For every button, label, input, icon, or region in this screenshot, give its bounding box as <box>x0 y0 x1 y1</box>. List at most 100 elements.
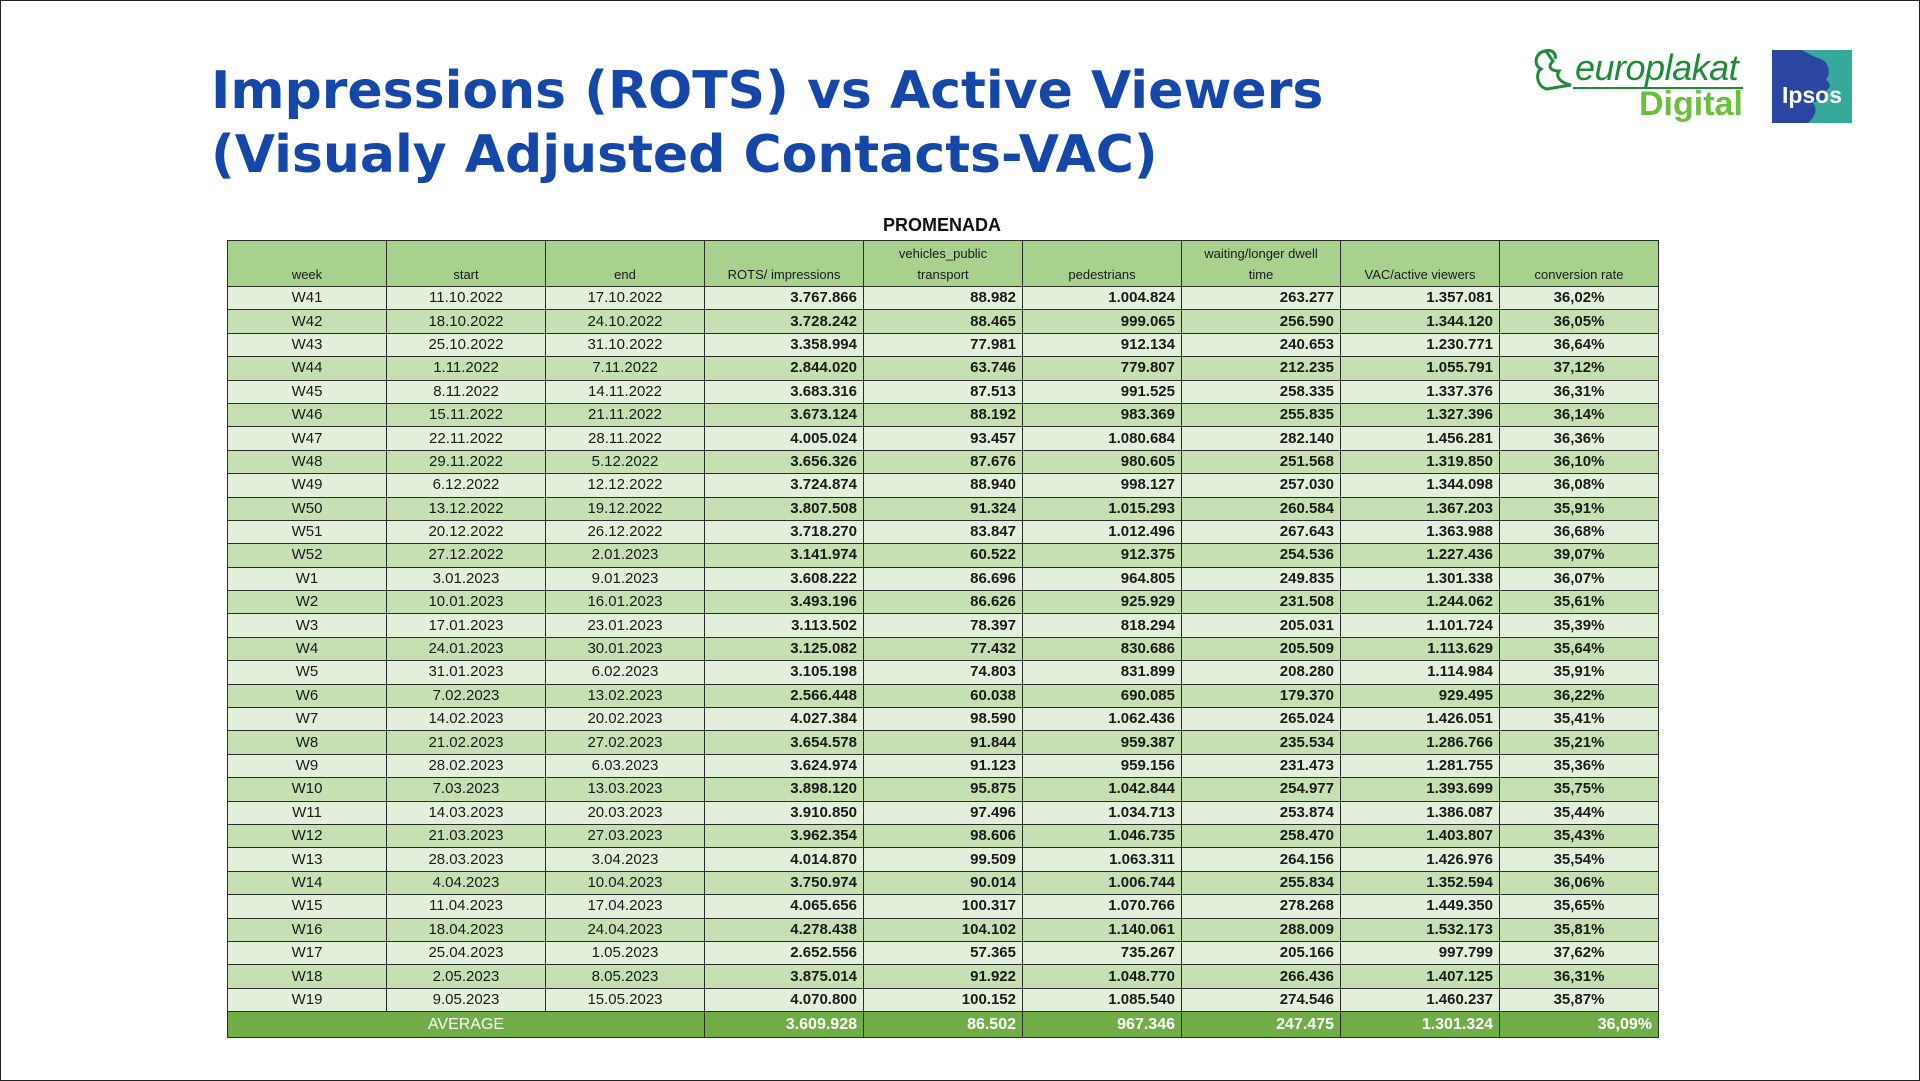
cell-end: 23.01.2023 <box>545 613 705 638</box>
cell-waiting-dwell-time: 205.166 <box>1181 940 1341 966</box>
col-header-vehicles-line1: vehicles_public <box>898 246 988 261</box>
cell-pedestrians: 998.127 <box>1022 473 1182 498</box>
col-header-end: end <box>545 240 705 287</box>
cell-end: 27.02.2023 <box>545 730 705 755</box>
cell-end: 17.04.2023 <box>545 894 705 919</box>
cell-vehicles-public-transport: 100.152 <box>863 987 1023 1013</box>
cell-vehicles-public-transport: 86.696 <box>863 566 1023 592</box>
cell-end: 26.12.2022 <box>545 519 705 545</box>
cell-vac-active-viewers: 1.327.396 <box>1340 402 1500 428</box>
cell-week: W8 <box>227 730 387 755</box>
cell-waiting-dwell-time: 231.473 <box>1181 753 1341 779</box>
table-row: W12 21.03.2023 27.03.2023 3.962.354 98.606 1.… <box>227 823 1659 849</box>
cell-pedestrians: 1.048.770 <box>1022 964 1182 989</box>
cell-pedestrians: 925.929 <box>1022 590 1182 615</box>
cell-week: W46 <box>227 402 387 428</box>
cell-conversion-rate: 35,61% <box>1499 590 1659 615</box>
cell-rots-impressions: 4.027.384 <box>704 707 864 732</box>
cell-waiting-dwell-time: 282.140 <box>1181 426 1341 451</box>
cell-rots-impressions: 3.358.994 <box>704 332 864 358</box>
cell-conversion-rate: 37,62% <box>1499 940 1659 966</box>
cell-end: 21.11.2022 <box>545 402 705 428</box>
cell-conversion-rate: 35,21% <box>1499 730 1659 755</box>
cell-start: 13.12.2022 <box>386 496 546 521</box>
average-waiting: 247.475 <box>1181 1011 1341 1039</box>
cell-waiting-dwell-time: 235.534 <box>1181 730 1341 755</box>
cell-rots-impressions: 3.718.270 <box>704 519 864 545</box>
cell-vac-active-viewers: 1.393.699 <box>1340 777 1500 802</box>
cell-conversion-rate: 36,07% <box>1499 566 1659 592</box>
cell-vehicles-public-transport: 91.324 <box>863 496 1023 521</box>
cell-waiting-dwell-time: 208.280 <box>1181 660 1341 685</box>
cell-pedestrians: 1.042.844 <box>1022 777 1182 802</box>
cell-vac-active-viewers: 997.799 <box>1340 940 1500 966</box>
cell-vehicles-public-transport: 93.457 <box>863 426 1023 451</box>
cell-end: 24.10.2022 <box>545 309 705 334</box>
cell-pedestrians: 959.156 <box>1022 753 1182 779</box>
cell-vac-active-viewers: 1.426.976 <box>1340 847 1500 872</box>
cell-conversion-rate: 36,31% <box>1499 964 1659 989</box>
cell-end: 20.03.2023 <box>545 800 705 825</box>
cell-waiting-dwell-time: 255.835 <box>1181 402 1341 428</box>
cell-pedestrians: 1.070.766 <box>1022 894 1182 919</box>
cell-start: 8.11.2022 <box>386 379 546 404</box>
table-row: W48 29.11.2022 5.12.2022 3.656.326 87.676 980… <box>227 449 1659 475</box>
cell-vehicles-public-transport: 86.626 <box>863 590 1023 615</box>
cell-conversion-rate: 36,31% <box>1499 379 1659 404</box>
cell-vac-active-viewers: 1.101.724 <box>1340 613 1500 638</box>
cell-conversion-rate: 36,02% <box>1499 285 1659 311</box>
cell-week: W47 <box>227 426 387 451</box>
cell-vac-active-viewers: 1.286.766 <box>1340 730 1500 755</box>
table-row: W14 4.04.2023 10.04.2023 3.750.974 90.014 1.0… <box>227 870 1659 896</box>
cell-rots-impressions: 3.683.316 <box>704 379 864 404</box>
table-row: W15 11.04.2023 17.04.2023 4.065.656 100.317 1… <box>227 894 1659 919</box>
cell-vac-active-viewers: 929.495 <box>1340 683 1500 709</box>
cell-week: W6 <box>227 683 387 709</box>
cell-start: 31.01.2023 <box>386 660 546 685</box>
cell-conversion-rate: 36,36% <box>1499 426 1659 451</box>
cell-conversion-rate: 36,22% <box>1499 683 1659 709</box>
cell-start: 18.10.2022 <box>386 309 546 334</box>
cell-conversion-rate: 36,08% <box>1499 473 1659 498</box>
table-row: W1 3.01.2023 9.01.2023 3.608.222 86.696 964.8… <box>227 566 1659 592</box>
cell-conversion-rate: 36,68% <box>1499 519 1659 545</box>
cell-start: 2.05.2023 <box>386 964 546 989</box>
cell-vac-active-viewers: 1.403.807 <box>1340 823 1500 849</box>
cell-rots-impressions: 3.724.874 <box>704 473 864 498</box>
cell-waiting-dwell-time: 288.009 <box>1181 917 1341 942</box>
cell-conversion-rate: 35,87% <box>1499 987 1659 1013</box>
cell-rots-impressions: 3.750.974 <box>704 870 864 896</box>
col-header-vac-active-viewers: VAC/active viewers <box>1340 240 1500 287</box>
cell-vac-active-viewers: 1.352.594 <box>1340 870 1500 896</box>
cell-rots-impressions: 2.652.556 <box>704 940 864 966</box>
col-header-conversion-rate: conversion rate <box>1499 240 1659 287</box>
average-conversion-rate: 36,09% <box>1499 1011 1659 1039</box>
table-header-row: week start end ROTS/ impressions vehicle… <box>227 240 1659 287</box>
cell-vehicles-public-transport: 77.981 <box>863 332 1023 358</box>
cell-week: W44 <box>227 356 387 381</box>
cell-waiting-dwell-time: 251.568 <box>1181 449 1341 475</box>
europlakat-swirl-icon <box>1534 49 1572 91</box>
cell-vac-active-viewers: 1.344.120 <box>1340 309 1500 334</box>
cell-week: W45 <box>227 379 387 404</box>
cell-vac-active-viewers: 1.426.051 <box>1340 707 1500 732</box>
cell-rots-impressions: 3.807.508 <box>704 496 864 521</box>
average-pedestrians: 967.346 <box>1022 1011 1182 1039</box>
cell-vac-active-viewers: 1.301.338 <box>1340 566 1500 592</box>
cell-rots-impressions: 3.728.242 <box>704 309 864 334</box>
cell-rots-impressions: 4.278.438 <box>704 917 864 942</box>
cell-vac-active-viewers: 1.407.125 <box>1340 964 1500 989</box>
cell-conversion-rate: 36,05% <box>1499 309 1659 334</box>
cell-waiting-dwell-time: 278.268 <box>1181 894 1341 919</box>
table-row: W42 18.10.2022 24.10.2022 3.728.242 88.465 99… <box>227 309 1659 334</box>
table-row: W46 15.11.2022 21.11.2022 3.673.124 88.192 98… <box>227 402 1659 428</box>
cell-pedestrians: 1.140.061 <box>1022 917 1182 942</box>
cell-week: W15 <box>227 894 387 919</box>
cell-conversion-rate: 35,91% <box>1499 496 1659 521</box>
cell-waiting-dwell-time: 267.643 <box>1181 519 1341 545</box>
title-line-2: (Visualy Adjusted Contacts-VAC) <box>211 125 1158 185</box>
cell-start: 11.10.2022 <box>386 285 546 311</box>
table-row: W6 7.02.2023 13.02.2023 2.566.448 60.038 690.… <box>227 683 1659 709</box>
cell-vac-active-viewers: 1.460.237 <box>1340 987 1500 1013</box>
